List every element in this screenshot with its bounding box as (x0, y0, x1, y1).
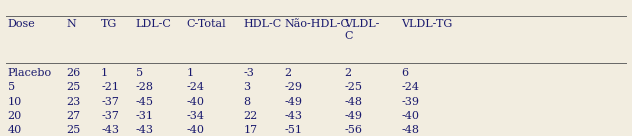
Text: -37: -37 (101, 97, 119, 107)
Text: LDL-C: LDL-C (136, 19, 172, 29)
Text: -43: -43 (101, 125, 119, 135)
Text: Placebo: Placebo (8, 68, 52, 78)
Text: -3: -3 (243, 68, 254, 78)
Text: TG: TG (101, 19, 118, 29)
Text: 27: 27 (66, 111, 80, 121)
Text: -48: -48 (401, 125, 419, 135)
Text: -40: -40 (186, 97, 204, 107)
Text: VLDL-TG: VLDL-TG (401, 19, 453, 29)
Text: -21: -21 (101, 82, 119, 92)
Text: -51: -51 (284, 125, 302, 135)
Text: 25: 25 (66, 82, 81, 92)
Text: 1: 1 (186, 68, 193, 78)
Text: 5: 5 (136, 68, 143, 78)
Text: 40: 40 (8, 125, 22, 135)
Text: -49: -49 (284, 97, 302, 107)
Text: 22: 22 (243, 111, 258, 121)
Text: -24: -24 (401, 82, 419, 92)
Text: 17: 17 (243, 125, 257, 135)
Text: 20: 20 (8, 111, 22, 121)
Text: -28: -28 (136, 82, 154, 92)
Text: 26: 26 (66, 68, 81, 78)
Text: -29: -29 (284, 82, 302, 92)
Text: -40: -40 (186, 125, 204, 135)
Text: -31: -31 (136, 111, 154, 121)
Text: Não-HDL-C: Não-HDL-C (284, 19, 349, 29)
Text: -43: -43 (136, 125, 154, 135)
Text: -48: -48 (344, 97, 362, 107)
Text: 6: 6 (401, 68, 408, 78)
Text: 2: 2 (284, 68, 291, 78)
Text: 1: 1 (101, 68, 108, 78)
Text: 2: 2 (344, 68, 351, 78)
Text: C-Total: C-Total (186, 19, 226, 29)
Text: -56: -56 (344, 125, 362, 135)
Text: N: N (66, 19, 76, 29)
Text: VLDL-
C: VLDL- C (344, 19, 380, 41)
Text: 8: 8 (243, 97, 250, 107)
Text: 23: 23 (66, 97, 81, 107)
Text: 25: 25 (66, 125, 81, 135)
Text: -37: -37 (101, 111, 119, 121)
Text: -24: -24 (186, 82, 204, 92)
Text: 3: 3 (243, 82, 250, 92)
Text: -25: -25 (344, 82, 362, 92)
Text: Dose: Dose (8, 19, 35, 29)
Text: -40: -40 (401, 111, 419, 121)
Text: -49: -49 (344, 111, 362, 121)
Text: 10: 10 (8, 97, 22, 107)
Text: -39: -39 (401, 97, 419, 107)
Text: HDL-C: HDL-C (243, 19, 282, 29)
Text: -43: -43 (284, 111, 302, 121)
Text: 5: 5 (8, 82, 15, 92)
Text: -34: -34 (186, 111, 204, 121)
Text: -45: -45 (136, 97, 154, 107)
